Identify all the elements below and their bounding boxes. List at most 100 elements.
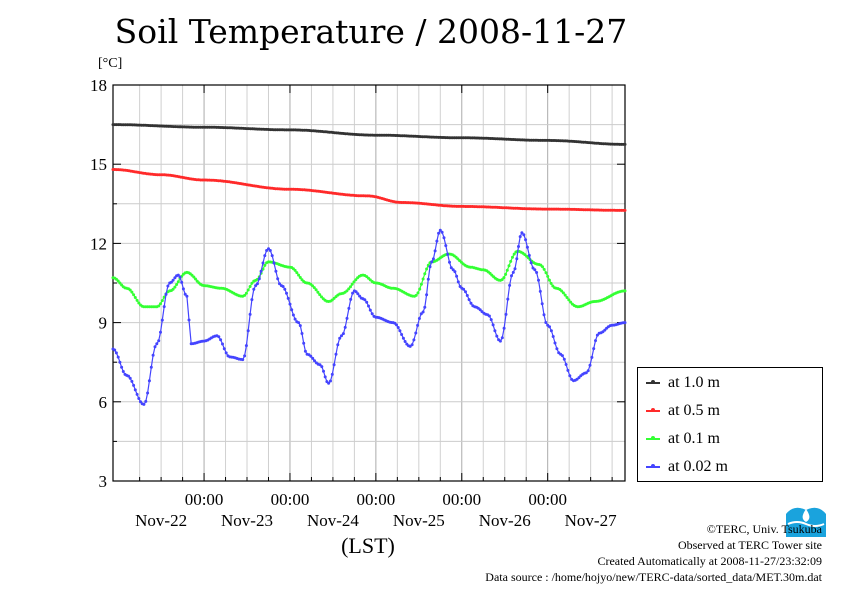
series-point-2 (350, 282, 354, 286)
series-point-3 (345, 316, 349, 320)
series-point-3 (400, 333, 404, 336)
series-point-2 (311, 284, 314, 288)
credit-source: Data source : /home/hojyo/new/TERC-data/… (485, 570, 822, 584)
series-point-2 (116, 279, 120, 283)
series-point-3 (322, 369, 325, 373)
series-point-3 (113, 348, 117, 352)
series-point-2 (243, 293, 247, 297)
x-time-label: 00:00 (442, 490, 481, 509)
series-point-3 (544, 321, 548, 324)
series-point-2 (560, 289, 564, 293)
series-point-3 (444, 244, 448, 248)
series-point-3 (401, 336, 405, 340)
series-point-2 (541, 265, 544, 269)
series-point-2 (347, 287, 351, 291)
series-point-3 (493, 329, 497, 333)
series-point-2 (133, 296, 137, 299)
series-point-3 (311, 356, 315, 360)
series-point-3 (147, 379, 151, 383)
series-point-3 (135, 392, 139, 396)
series-point-3 (171, 278, 175, 282)
series-point-3 (356, 292, 360, 296)
series-point-3 (217, 335, 221, 339)
series-point-2 (171, 287, 175, 291)
terc-logo-icon (784, 500, 828, 538)
series-point-2 (418, 287, 422, 291)
series-point-3 (341, 332, 345, 336)
series-point-3 (130, 379, 134, 383)
x-date-label: Nov-25 (393, 511, 445, 530)
credit-copyright: ©TERC, Univ. Tsukuba (706, 522, 822, 536)
series-point-3 (281, 285, 285, 288)
series-point-3 (257, 277, 261, 281)
series-point-2 (502, 276, 506, 280)
series-point-3 (176, 273, 180, 277)
series-point-3 (332, 363, 336, 367)
series-point-2 (176, 280, 180, 284)
series-point-2 (194, 277, 197, 281)
series-point-3 (549, 329, 553, 333)
series-point-3 (449, 266, 453, 270)
legend-item-1m: at 1.0 m (646, 373, 816, 393)
series-point-3 (522, 233, 526, 237)
legend-swatch-05m (646, 408, 660, 412)
series-point-2 (544, 271, 548, 275)
series-point-2 (316, 290, 320, 294)
series-point-3 (303, 349, 307, 353)
series-point-3 (398, 329, 402, 333)
series-point-2 (298, 276, 302, 279)
series-point-3 (133, 388, 137, 392)
series-point-2 (504, 272, 508, 276)
legend-item-05m: at 0.5 m (646, 401, 816, 421)
series-point-2 (248, 285, 252, 288)
series-point-3 (562, 357, 566, 361)
series-point-3 (395, 323, 398, 327)
series-point-3 (323, 375, 327, 379)
series-point-2 (549, 281, 553, 285)
series-point-3 (132, 383, 136, 387)
series-point-3 (489, 318, 493, 322)
series-point-3 (219, 338, 223, 342)
series-point-3 (555, 347, 559, 351)
legend-label-05m: at 0.5 m (668, 402, 720, 419)
series-point-3 (403, 340, 407, 343)
series-point-3 (506, 297, 510, 301)
series-point-3 (221, 342, 224, 346)
series-point-3 (469, 301, 473, 305)
series-point-3 (455, 274, 459, 278)
series-point-3 (533, 268, 537, 272)
series-point-3 (222, 347, 226, 351)
series-point-3 (128, 376, 132, 380)
series-point-2 (354, 278, 358, 282)
series-point-3 (149, 365, 153, 369)
series-point-3 (139, 400, 142, 404)
series-point-3 (268, 249, 272, 252)
series-point-3 (291, 313, 295, 317)
series-point-3 (283, 287, 287, 291)
series-point-3 (288, 302, 292, 306)
y-tick-label: 3 (99, 472, 108, 491)
series-point-3 (548, 325, 551, 329)
series-point-3 (425, 293, 429, 297)
series-point-3 (224, 351, 228, 355)
series-point-3 (590, 355, 594, 359)
series-point-2 (511, 255, 514, 259)
legend-swatch-1m (646, 380, 660, 384)
series-point-2 (118, 281, 122, 285)
series-point-3 (351, 291, 355, 295)
series-point-2 (512, 252, 516, 256)
series-point-2 (135, 298, 139, 302)
series-point-3 (440, 230, 444, 234)
series-point-2 (250, 281, 254, 285)
series-point-3 (354, 290, 358, 294)
legend-item-01m: at 0.1 m (646, 429, 816, 449)
series-point-2 (173, 285, 177, 289)
series-point-3 (340, 334, 343, 338)
series-point-2 (332, 296, 336, 300)
series-point-3 (250, 298, 254, 302)
series-point-3 (255, 282, 259, 286)
series-point-2 (320, 295, 323, 299)
series-point-3 (127, 374, 130, 378)
y-tick-label: 18 (90, 76, 107, 95)
